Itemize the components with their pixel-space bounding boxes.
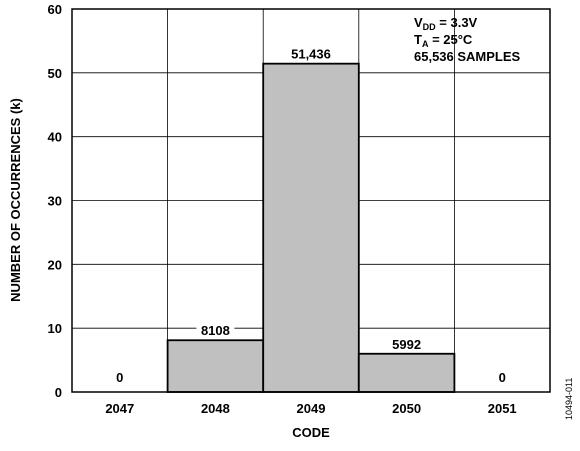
data-label-bg	[112, 370, 127, 385]
y-tick-label: 10	[48, 321, 62, 336]
y-tick-label: 40	[48, 130, 62, 145]
conditions-annotation: VDD = 3.3V TA = 25°C 65,536 SAMPLES	[414, 15, 521, 64]
y-axis-title: NUMBER OF OCCURRENCES (k)	[8, 98, 23, 302]
y-tick-label: 30	[48, 194, 62, 209]
data-label-2048: 8108	[201, 323, 230, 338]
data-label-bg	[495, 370, 510, 385]
y-tick-label: 50	[48, 66, 62, 81]
data-label-2050: 5992	[392, 337, 421, 352]
data-labels: 0 8108 51,436 5992 0	[112, 46, 510, 385]
y-tick-labels: 0 10 20 30 40 50 60	[48, 2, 62, 400]
x-tick-label: 2049	[297, 401, 326, 416]
x-tick-label: 2048	[201, 401, 230, 416]
bar-2049	[262, 62, 360, 393]
data-label-bg	[284, 46, 338, 62]
x-axis-title: CODE	[292, 425, 330, 440]
x-tick-label: 2050	[392, 401, 421, 416]
y-tick-label: 0	[55, 385, 62, 400]
annotation-samples: 65,536 SAMPLES	[414, 49, 521, 64]
plot-frame	[71, 8, 551, 393]
y-tick-label: 20	[48, 257, 62, 272]
annotation-vdd: VDD = 3.3V	[414, 15, 478, 32]
data-label-2047: 0	[116, 370, 123, 385]
annotation-ta: TA = 25°C	[414, 32, 473, 49]
x-tick-labels: 2047 2048 2049 2050 2051	[105, 401, 516, 416]
bar-2050	[357, 352, 456, 393]
x-tick-label: 2051	[488, 401, 517, 416]
data-label-2051: 0	[499, 370, 506, 385]
y-tick-label: 60	[48, 2, 62, 17]
data-label-bg	[387, 336, 426, 352]
x-tick-label: 2047	[105, 401, 134, 416]
data-label-2049: 51,436	[291, 47, 331, 62]
bar-2048	[166, 339, 265, 393]
figure-id: 10494-011	[564, 378, 574, 420]
data-label-bg	[196, 323, 235, 339]
